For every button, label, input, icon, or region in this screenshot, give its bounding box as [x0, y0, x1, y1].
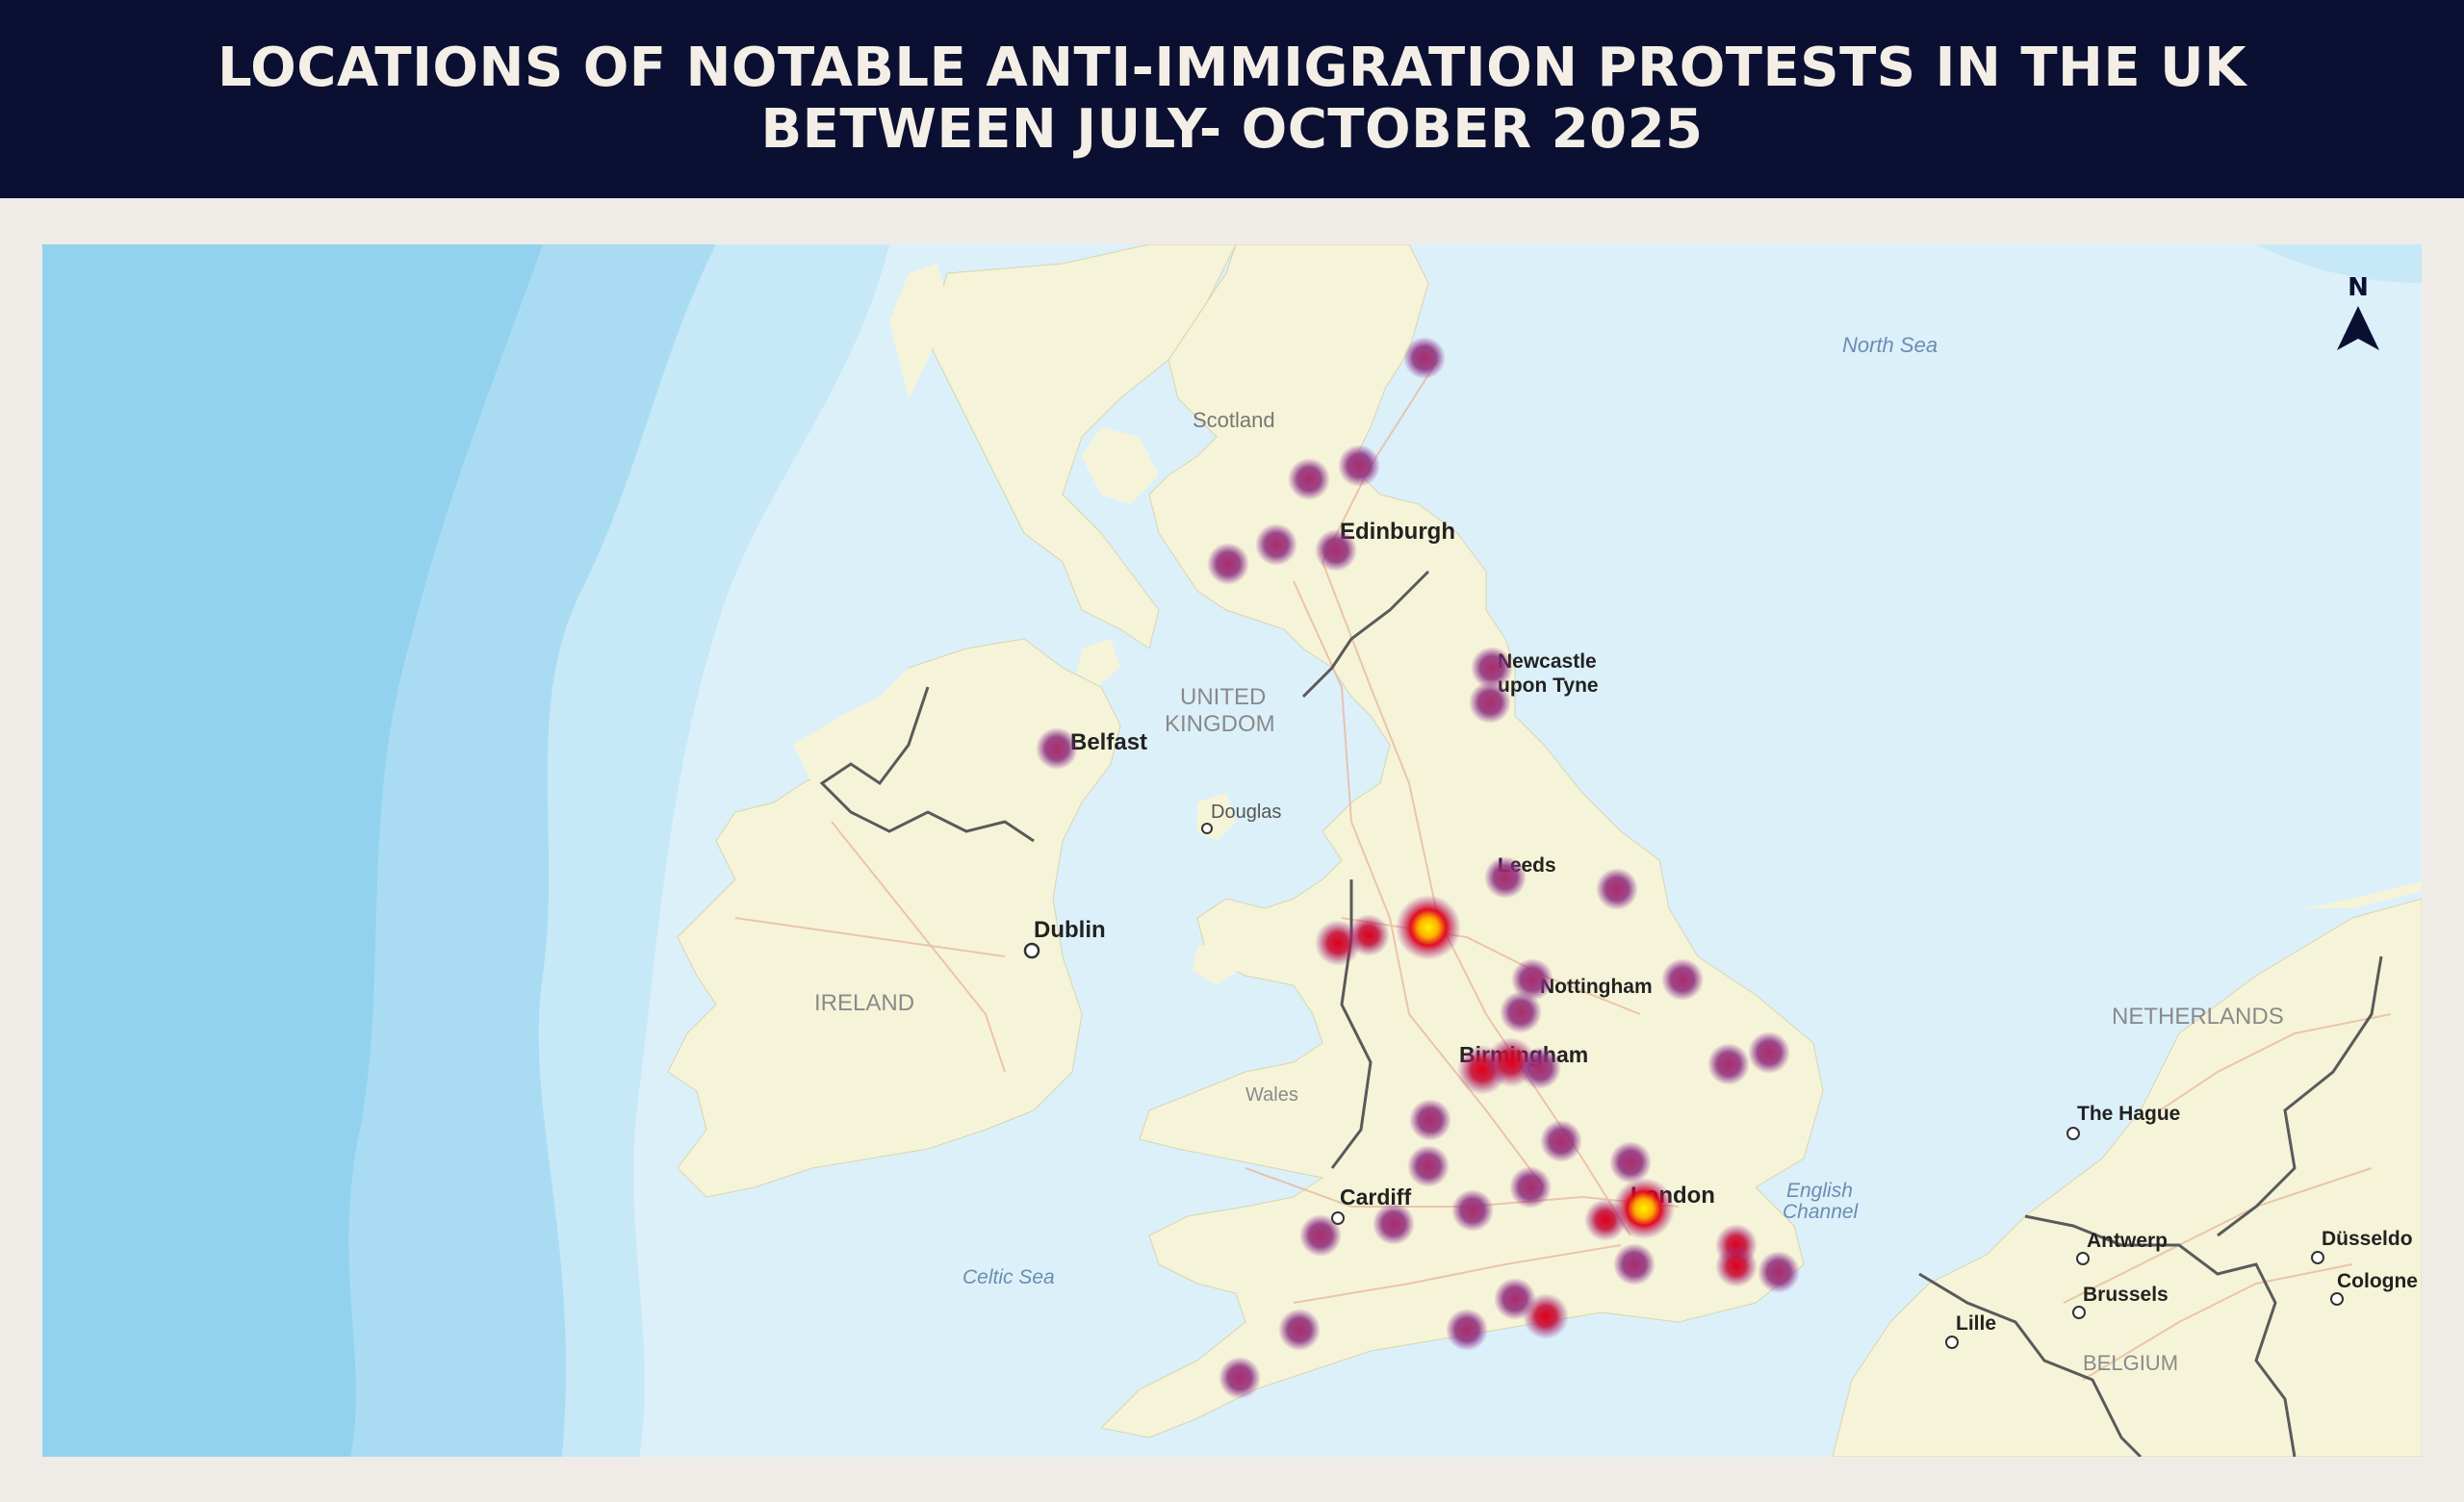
hotspot-swindon [1451, 1189, 1494, 1232]
hotspot-belfast [1036, 727, 1078, 770]
hotspot-exeter [1278, 1309, 1321, 1351]
hotspot-kent-2 [1715, 1245, 1758, 1287]
label-newcastle-1: Newcastle [1498, 650, 1597, 673]
label-dublin: Dublin [1034, 917, 1106, 943]
north-arrow-label: N [2348, 273, 2369, 302]
label-english-channel-2: Channel [1783, 1201, 1860, 1223]
north-arrow-icon [2337, 306, 2379, 350]
label-celtic-sea: Celtic Sea [962, 1266, 1055, 1288]
label-united-1: UNITED [1180, 684, 1266, 710]
hotspot-nottingham [1511, 958, 1553, 1001]
label-newcastle-2: upon Tyne [1498, 675, 1599, 697]
continent [1832, 898, 2422, 1457]
hotspot-leeds [1484, 856, 1527, 899]
hotspot-northampton [1540, 1120, 1582, 1162]
hotspot-bournemouth [1446, 1309, 1488, 1351]
north-arrow: N [2337, 273, 2379, 350]
hotspot-dover [1758, 1251, 1800, 1293]
shelf-ocean [538, 244, 889, 1457]
hotspot-norwich-2 [1707, 1043, 1750, 1085]
label-the-hague: The Hague [2077, 1103, 2180, 1125]
hotspot-gloucester [1407, 1145, 1450, 1187]
label-belfast: Belfast [1070, 729, 1147, 755]
label-english-channel-1: English [1786, 1180, 1853, 1202]
hotspot-lincoln [1661, 958, 1704, 1001]
ireland [667, 638, 1121, 1198]
label-brussels: Brussels [2083, 1284, 2169, 1306]
douglas-marker [1201, 823, 1213, 834]
map-canvas: North Sea Scotland Edinburgh Newcastle u… [42, 244, 2422, 1457]
skye [995, 360, 1053, 427]
label-north-sea: North Sea [1842, 333, 1938, 357]
frisian-islands [2304, 881, 2422, 908]
dublin-marker [1023, 942, 1040, 959]
scotland-northwest [927, 244, 1237, 649]
hotspot-birmingham-3 [1519, 1047, 1561, 1089]
protest-hotspots [1036, 337, 1800, 1399]
label-douglas: Douglas [1211, 802, 1281, 823]
hotspot-swansea [1299, 1214, 1342, 1257]
title-line-1: LOCATIONS OF NOTABLE ANTI-IMMIGRATION PR… [217, 37, 2246, 99]
hotspot-plymouth [1219, 1357, 1261, 1399]
label-wales: Wales [1245, 1084, 1298, 1106]
hotspot-dundee [1338, 445, 1380, 487]
label-belgium: BELGIUM [2083, 1351, 2178, 1375]
north-sea-shade [2256, 244, 2422, 283]
anglesey [1193, 937, 1245, 985]
label-antwerp: Antwerp [2087, 1230, 2168, 1252]
hotspot-falkirk [1255, 523, 1297, 566]
antwerp-marker [2076, 1252, 2090, 1265]
hotspot-edinburgh [1315, 529, 1357, 572]
hotspot-crawley [1613, 1243, 1656, 1286]
hotspot-london [1613, 1178, 1675, 1239]
dusseldorf-marker [2311, 1251, 2324, 1264]
hotspot-newcastle-2 [1469, 681, 1511, 724]
hotspot-derby [1500, 991, 1542, 1033]
ireland-northwest [793, 668, 909, 783]
hotspot-manchester [1396, 895, 1461, 960]
islay [1077, 639, 1120, 687]
hotspot-oxford [1509, 1166, 1552, 1209]
brussels-marker [2072, 1306, 2086, 1319]
label-scotland: Scotland [1193, 408, 1275, 432]
the-hague-marker [2066, 1127, 2080, 1140]
map-frame[interactable]: North Sea Scotland Edinburgh Newcastle u… [42, 244, 2422, 1457]
title-line-2: BETWEEN JULY- OCTOBER 2025 [760, 98, 1704, 161]
scotland-west-coast [1082, 427, 1159, 504]
label-netherlands: NETHERLANDS [2112, 1004, 2284, 1030]
label-ireland: IRELAND [814, 990, 914, 1016]
deeper-ocean [42, 244, 543, 1457]
lille-marker [1945, 1336, 1959, 1349]
hotspot-norwich-1 [1748, 1031, 1790, 1074]
label-lille: Lille [1956, 1312, 1996, 1335]
hotspot-portsmouth [1523, 1293, 1569, 1339]
label-dusseldorf: Düsseldo [2322, 1228, 2413, 1250]
label-nottingham: Nottingham [1540, 976, 1653, 998]
hotspot-bristol [1373, 1203, 1415, 1245]
hotspot-liverpool-2 [1348, 914, 1390, 956]
hotspot-aberdeen [1403, 337, 1446, 379]
label-edinburgh: Edinburgh [1340, 519, 1455, 545]
label-cologne: Cologne [2337, 1270, 2418, 1292]
cologne-marker [2330, 1292, 2344, 1306]
outer-hebrides [889, 264, 947, 398]
hotspot-perth [1288, 458, 1330, 500]
hotspot-newcastle-1 [1471, 647, 1513, 689]
hotspot-worcester [1409, 1099, 1451, 1141]
hotspot-hull [1596, 868, 1638, 910]
hotspot-glasgow [1207, 543, 1249, 585]
hotspot-london-north [1609, 1141, 1652, 1184]
title-banner: LOCATIONS OF NOTABLE ANTI-IMMIGRATION PR… [0, 0, 2464, 198]
label-united-2: KINGDOM [1165, 711, 1275, 737]
